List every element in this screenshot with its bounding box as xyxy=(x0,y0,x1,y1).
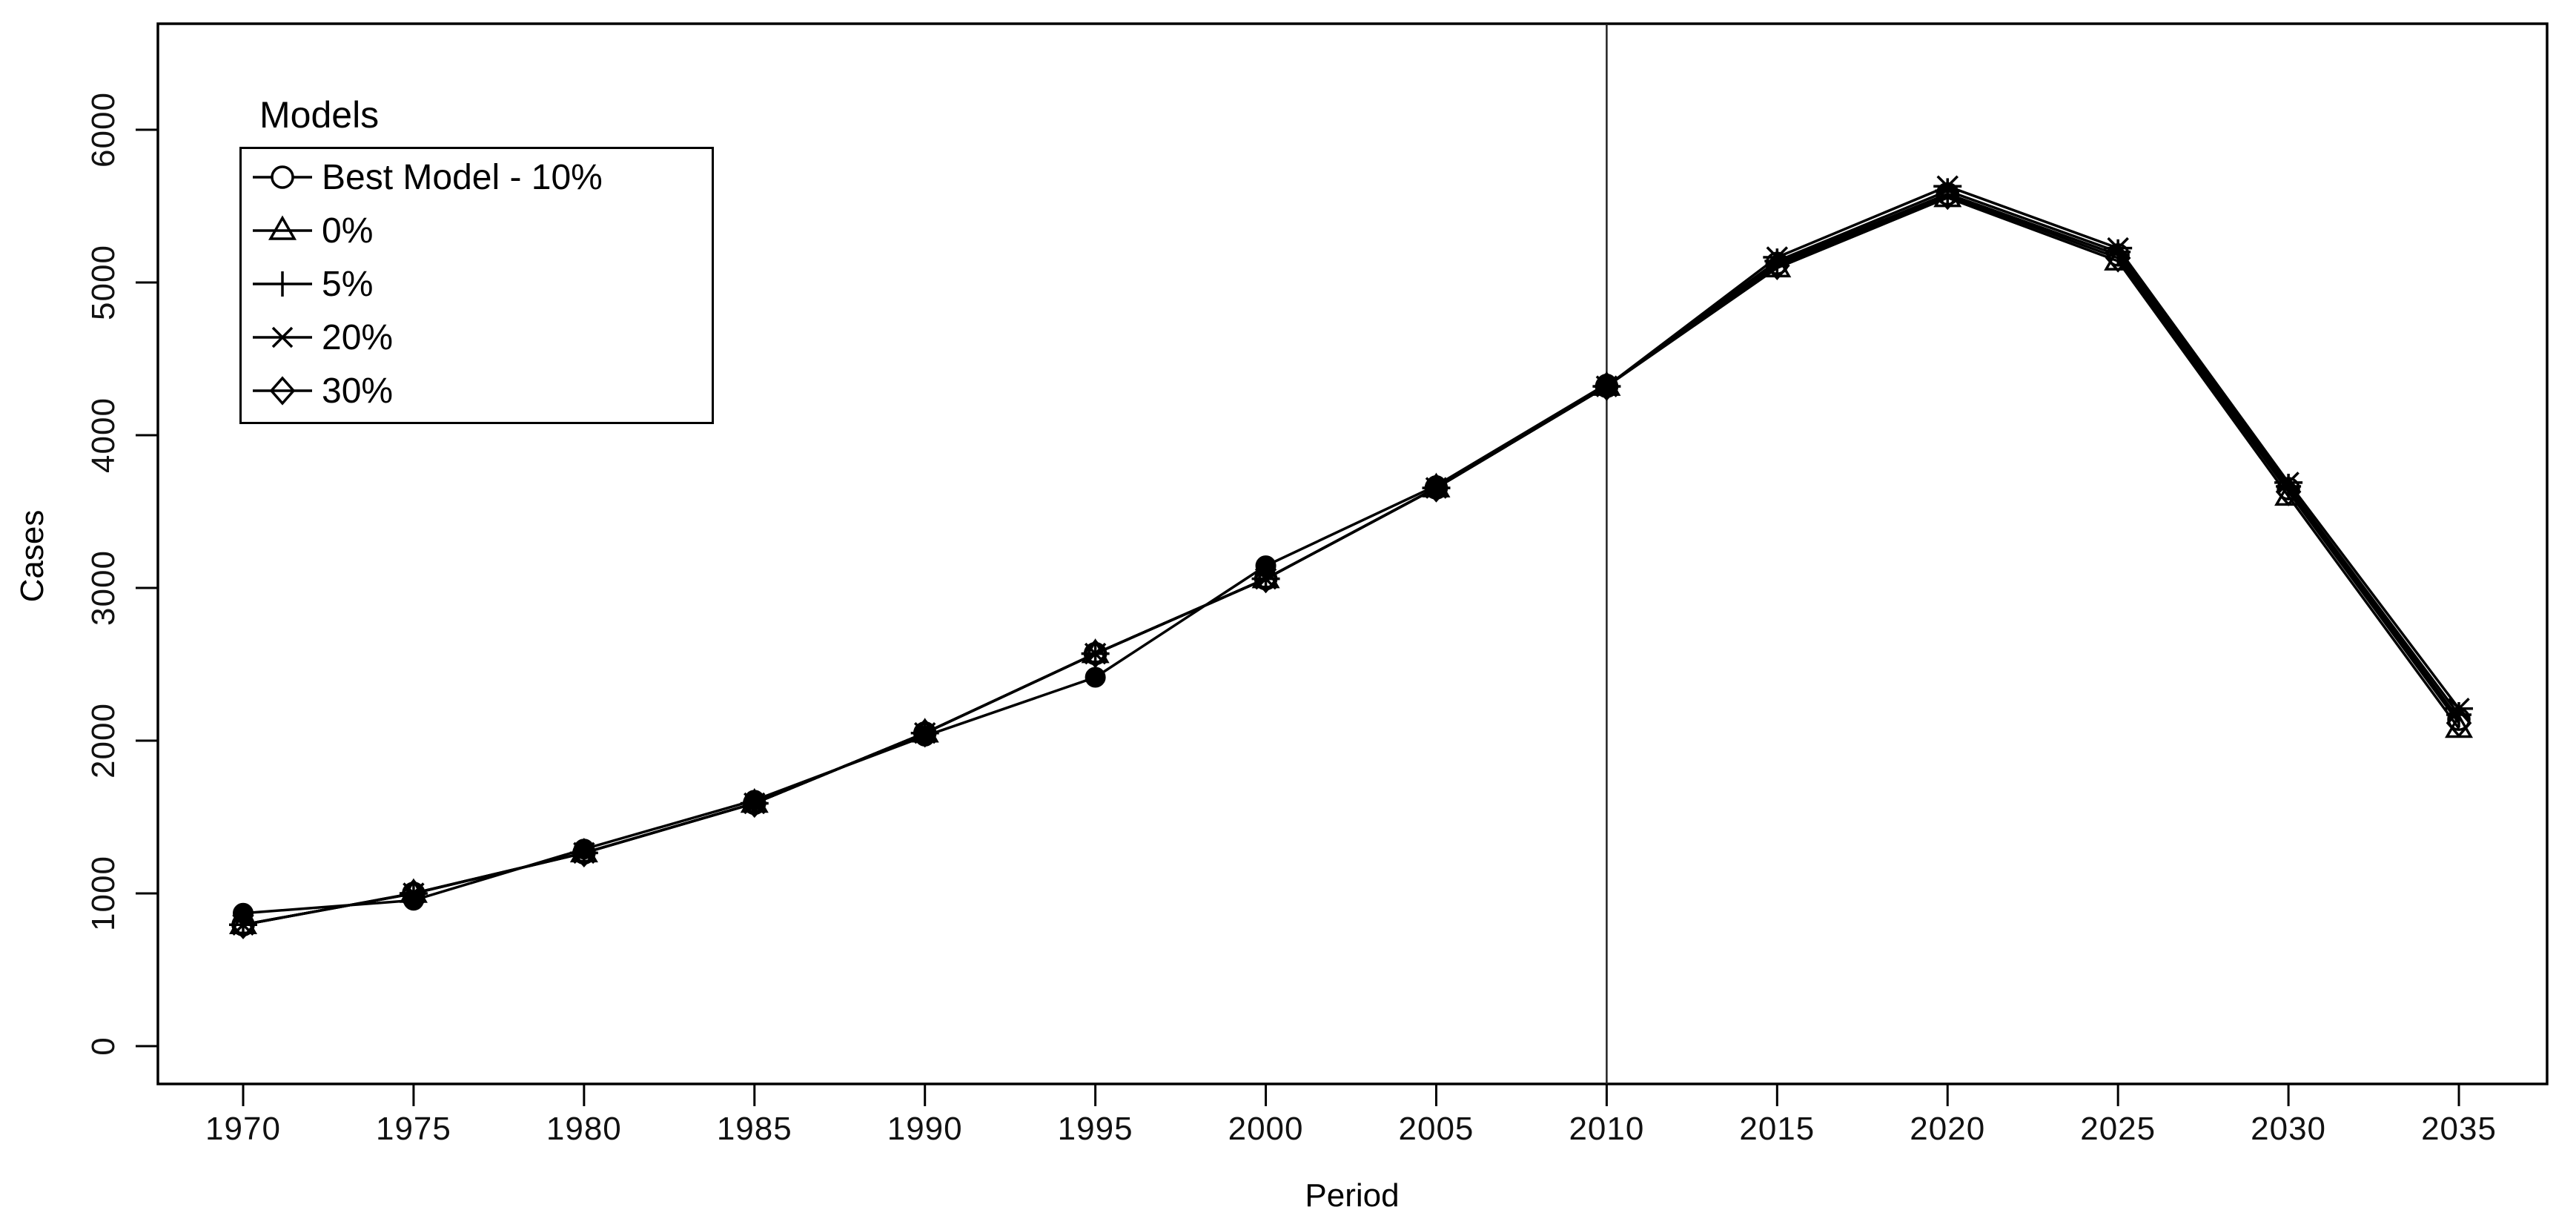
legend-label: 20% xyxy=(322,317,394,357)
y-axis-title: Cases xyxy=(14,509,50,603)
x-tick-label: 1985 xyxy=(716,1111,792,1147)
x-tick-label: 2025 xyxy=(2080,1111,2156,1147)
legend-label: 0% xyxy=(322,211,374,251)
x-tick-label: 1970 xyxy=(205,1111,281,1147)
legend-title: Models xyxy=(259,94,380,136)
y-tick-label: 0 xyxy=(85,1036,122,1056)
y-tick-label: 1000 xyxy=(85,856,122,931)
star-icon xyxy=(253,326,312,348)
x-tick-label: 1980 xyxy=(546,1111,622,1147)
legend-label: 5% xyxy=(322,264,374,304)
plus-icon xyxy=(253,271,312,297)
x-tick-label: 2030 xyxy=(2251,1111,2327,1147)
legend: Best Model - 10% 0% 5% 20% xyxy=(239,147,714,424)
legend-label: Best Model - 10% xyxy=(322,157,603,197)
legend-item-best-model: Best Model - 10% xyxy=(249,151,603,204)
x-tick-label: 2010 xyxy=(1569,1111,1645,1147)
y-tick-label: 5000 xyxy=(85,245,122,320)
y-tick-label: 2000 xyxy=(85,703,122,778)
circle-slash-icon xyxy=(253,165,312,189)
x-tick-label: 1995 xyxy=(1057,1111,1133,1147)
legend-item-0pct: 0% xyxy=(249,204,373,257)
diamond-icon xyxy=(253,376,312,406)
legend-item-30pct: 30% xyxy=(249,364,393,417)
legend-item-5pct: 5% xyxy=(249,257,373,311)
y-tick-label: 4000 xyxy=(85,397,122,473)
x-tick-label: 2020 xyxy=(1910,1111,1986,1147)
x-tick-label: 1990 xyxy=(887,1111,963,1147)
legend-label: 30% xyxy=(322,371,394,411)
legend-item-20pct: 20% xyxy=(249,311,393,364)
series-observed-data-points xyxy=(233,373,1618,924)
plot-border xyxy=(156,22,2549,1085)
y-tick-label: 6000 xyxy=(85,92,122,168)
x-axis-title: Period xyxy=(1305,1177,1400,1214)
x-tick-label: 2005 xyxy=(1398,1111,1474,1147)
x-tick-label: 2035 xyxy=(2421,1111,2497,1147)
triangle-icon xyxy=(253,215,312,240)
x-tick-label: 2015 xyxy=(1739,1111,1815,1147)
x-tick-label: 1975 xyxy=(375,1111,451,1147)
y-tick-label: 3000 xyxy=(85,550,122,626)
x-tick-label: 2000 xyxy=(1228,1111,1304,1147)
